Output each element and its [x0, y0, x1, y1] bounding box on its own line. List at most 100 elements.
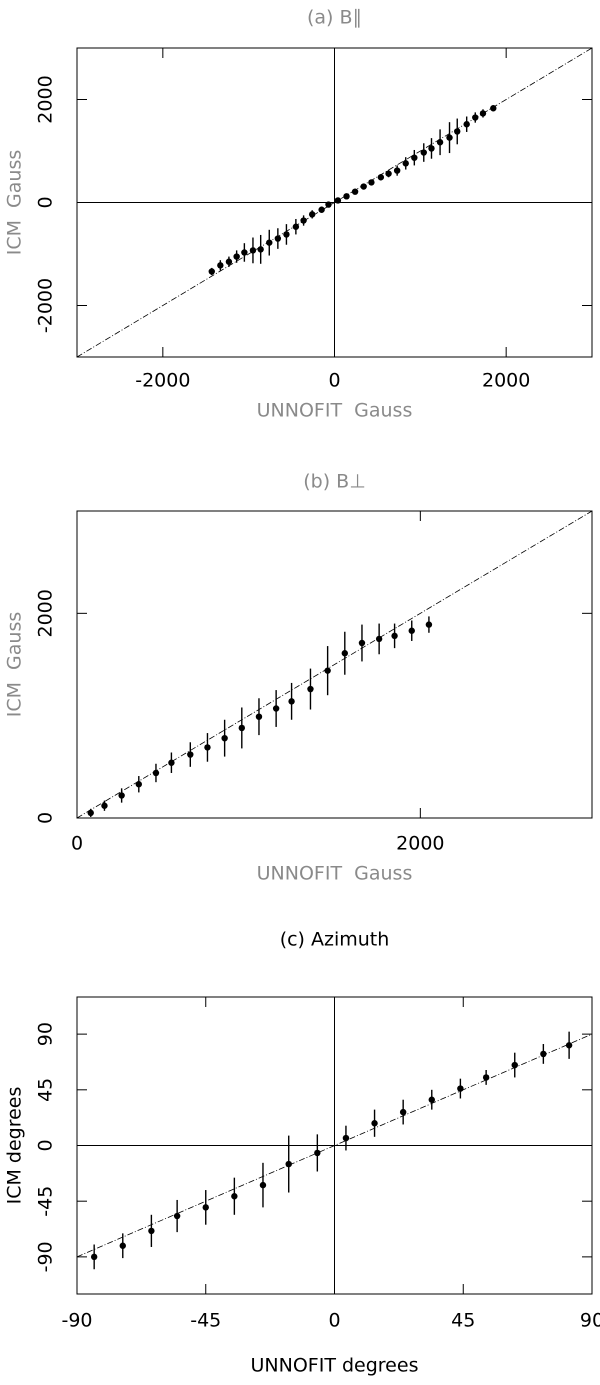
data-point — [436, 139, 444, 146]
data-point — [152, 769, 160, 777]
data-point — [292, 223, 300, 230]
y-tick-label: -2000 — [35, 278, 57, 333]
data-point — [259, 1181, 267, 1189]
data-point — [428, 145, 435, 152]
x-tick-label: -45 — [190, 1310, 221, 1332]
data-point — [101, 802, 108, 809]
data-point — [118, 792, 125, 799]
x-axis-label: UNNOFIT Gauss — [257, 400, 413, 422]
data-point — [371, 1120, 378, 1127]
data-point — [334, 197, 342, 204]
data-point — [351, 188, 359, 195]
chart-title: (a) B∥ — [307, 7, 362, 29]
x-tick-label: 90 — [580, 1310, 600, 1332]
data-point — [343, 193, 350, 200]
data-point — [208, 268, 215, 275]
data-point — [173, 1212, 181, 1220]
data-point — [490, 105, 497, 112]
data-point — [307, 685, 314, 693]
data-point — [385, 170, 392, 177]
data-point — [90, 1253, 98, 1261]
data-point — [342, 1134, 350, 1142]
data-point — [393, 167, 401, 174]
data-point — [266, 239, 273, 246]
x-tick-label: -90 — [61, 1310, 92, 1332]
data-point — [463, 121, 470, 128]
data-point — [341, 650, 348, 657]
data-point — [187, 751, 194, 758]
data-point — [325, 201, 332, 208]
y-tick-label: -45 — [35, 1186, 57, 1217]
data-point — [391, 632, 398, 640]
data-point — [402, 160, 409, 167]
data-point — [255, 713, 263, 720]
data-point — [399, 1108, 407, 1116]
y-tick-label: 0 — [35, 1139, 57, 1151]
data-point — [308, 211, 316, 218]
data-point — [272, 705, 280, 712]
y-tick-label: 2000 — [35, 589, 57, 637]
y-tick-label: 2000 — [35, 75, 57, 123]
data-point — [472, 114, 479, 121]
y-tick-label: 45 — [35, 1078, 57, 1102]
identity-line — [76, 510, 593, 819]
data-point — [511, 1061, 518, 1069]
data-point — [411, 154, 418, 161]
data-point — [221, 734, 228, 742]
data-point — [288, 698, 295, 705]
x-tick-label: 45 — [451, 1310, 475, 1332]
data-point — [238, 724, 245, 732]
data-point — [231, 1193, 238, 1200]
data-point — [454, 128, 461, 135]
identity-line — [76, 1033, 593, 1258]
x-tick-label: -2000 — [135, 370, 190, 392]
data-point — [249, 247, 257, 254]
y-axis-label: ICM degrees — [4, 1087, 26, 1205]
data-point — [119, 1242, 126, 1249]
identity-line — [76, 47, 593, 358]
data-point — [283, 231, 290, 238]
data-point — [135, 781, 142, 788]
data-point — [377, 174, 385, 181]
data-point — [202, 1204, 209, 1211]
data-point — [314, 1149, 321, 1157]
data-point — [358, 639, 366, 647]
data-point — [368, 179, 375, 186]
chart-title: (c) Azimuth — [280, 929, 390, 951]
data-point — [274, 235, 282, 242]
data-point — [318, 206, 325, 213]
y-tick-label: -90 — [35, 1241, 57, 1272]
data-point — [257, 246, 264, 253]
x-axis-label: UNNOFIT degrees — [251, 1355, 419, 1377]
data-point — [425, 621, 433, 628]
data-point — [446, 134, 453, 141]
data-point — [300, 217, 307, 224]
x-axis-label: UNNOFIT Gauss — [257, 863, 413, 885]
data-point — [457, 1085, 464, 1092]
y-tick-label: 0 — [35, 812, 57, 824]
data-point — [225, 258, 233, 265]
data-point — [360, 183, 367, 190]
plot-frame — [76, 510, 593, 819]
y-axis-label: ICM Gauss — [4, 150, 26, 256]
x-tick-label: 2000 — [396, 833, 444, 855]
data-point — [565, 1042, 573, 1049]
data-point — [482, 1074, 490, 1081]
data-point — [375, 635, 383, 643]
chart-title: (b) B⊥ — [303, 471, 366, 493]
x-tick-label: 0 — [71, 833, 83, 855]
y-axis-label: ICM Gauss — [4, 612, 26, 718]
data-point — [540, 1050, 547, 1058]
data-point — [479, 110, 487, 117]
data-point — [324, 667, 331, 674]
data-point — [148, 1227, 155, 1235]
x-tick-label: 2000 — [482, 370, 530, 392]
data-point — [285, 1160, 292, 1168]
data-point — [420, 149, 427, 156]
y-tick-label: 0 — [35, 196, 57, 208]
data-point — [217, 262, 224, 269]
y-tick-label: 90 — [35, 1022, 57, 1046]
data-point — [408, 627, 415, 634]
x-tick-label: 0 — [328, 370, 340, 392]
